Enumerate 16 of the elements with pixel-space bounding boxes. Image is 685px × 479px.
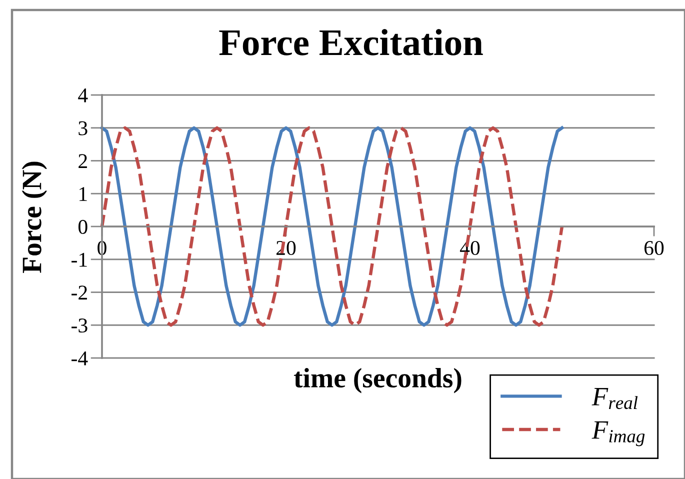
y-tick-label: -2 [72,286,87,300]
y-tick-label: -3 [72,318,88,333]
y-tick-label: 3 [78,121,88,136]
y-tick-label: 0 [78,220,88,234]
legend-label: F$_{real}$ [592,388,638,410]
y-tick-label: 1 [80,187,87,201]
y-tick-label: 2 [78,154,87,168]
x-tick-label: 0 [98,240,106,256]
y-axis-title: Force (N) [22,162,47,273]
y-tick-label: -1 [72,252,87,267]
y-tick-label: -4 [72,352,88,366]
chart-title: Force Excitation [219,28,483,56]
y-tick-label: 4 [78,88,88,102]
x-axis-title: time (seconds) [294,368,462,394]
x-tick-label: 60 [644,240,664,256]
legend-label: F$_{imag}$ [592,421,645,446]
